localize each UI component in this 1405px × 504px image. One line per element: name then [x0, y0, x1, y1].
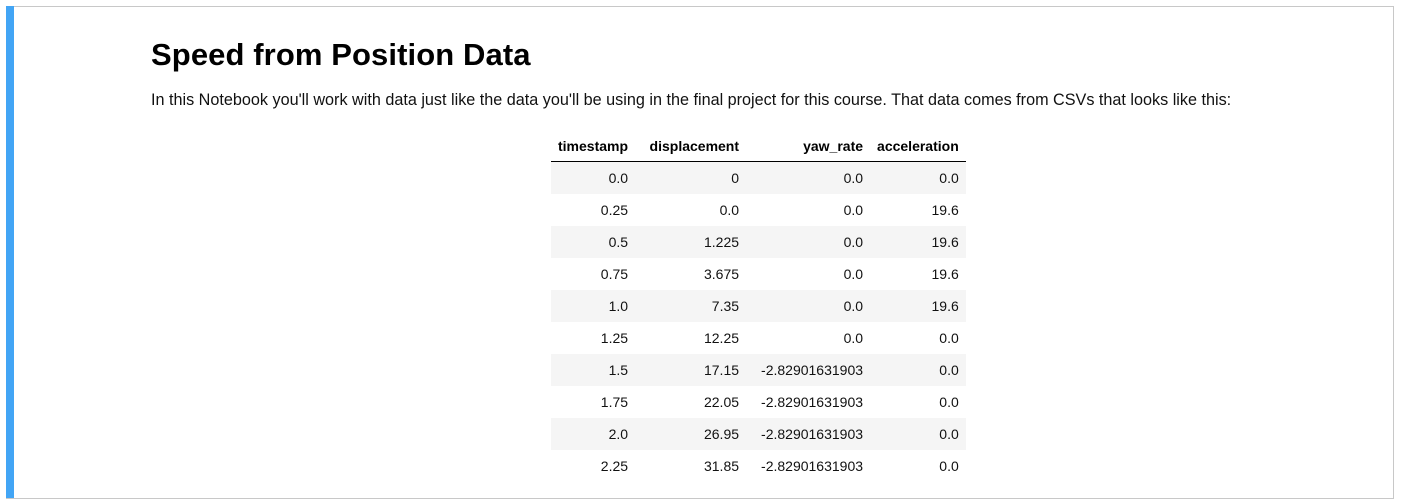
table-row: 0.75 3.675 0.0 19.6 — [551, 258, 966, 290]
column-header-timestamp: timestamp — [551, 130, 636, 162]
data-table: timestamp displacement yaw_rate accelera… — [551, 130, 966, 482]
cell-acceleration: 0.0 — [870, 161, 966, 194]
cell-displacement: 17.15 — [635, 354, 747, 386]
cell-yaw-rate: -2.82901631903 — [746, 418, 871, 450]
table-row: 2.0 26.95 -2.82901631903 0.0 — [551, 418, 966, 450]
cell-displacement: 3.675 — [703, 266, 740, 282]
table-row: 1.75 22.05 -2.82901631903 0.0 — [551, 386, 966, 418]
cell-acceleration: 0.0 — [870, 418, 966, 450]
cell-acceleration: 19.6 — [931, 266, 959, 282]
cell-yaw-rate: -2.82901631903 — [746, 354, 871, 386]
cell-acceleration: 19.6 — [870, 290, 966, 322]
cell-displacement: 0 — [635, 161, 747, 194]
cell-acceleration: 0.0 — [939, 394, 959, 410]
cell-yaw-rate: 0.0 — [746, 290, 871, 322]
cell-yaw-rate: 0.0 — [843, 202, 864, 218]
cell-yaw-rate: -2.82901631903 — [761, 458, 864, 474]
table-row: 0.5 1.225 0.0 19.6 — [551, 226, 966, 258]
cell-timestamp: 1.0 — [551, 290, 636, 322]
table-row: 0.25 0.0 0.0 19.6 — [551, 194, 966, 226]
cell-acceleration: 19.6 — [931, 202, 959, 218]
cell-displacement: 12.25 — [703, 330, 740, 346]
cell-timestamp: 2.0 — [551, 418, 636, 450]
cell-timestamp: 0.25 — [600, 202, 629, 218]
table-row: 2.25 31.85 -2.82901631903 0.0 — [551, 450, 966, 482]
cell-yaw-rate: 0.0 — [746, 226, 871, 258]
cell-timestamp: 1.5 — [551, 354, 636, 386]
cell-yaw-rate: -2.82901631903 — [761, 394, 864, 410]
table-row: 1.0 7.35 0.0 19.6 — [551, 290, 966, 322]
cell-yaw-rate: 0.0 — [843, 330, 864, 346]
table-row: 1.25 12.25 0.0 0.0 — [551, 322, 966, 354]
page-title: Speed from Position Data — [151, 37, 531, 72]
cell-timestamp: 0.0 — [551, 161, 636, 194]
cell-timestamp: 1.25 — [600, 330, 629, 346]
markdown-cell[interactable] — [6, 6, 1394, 499]
cell-timestamp: 0.5 — [551, 226, 636, 258]
column-header-displacement: displacement — [635, 130, 747, 162]
table-row: 0.0 0 0.0 0.0 — [551, 161, 966, 194]
intro-paragraph: In this Notebook you'll work with data j… — [151, 91, 1232, 109]
cell-displacement: 26.95 — [635, 418, 747, 450]
table-header-row: timestamp displacement yaw_rate accelera… — [551, 130, 966, 162]
cell-timestamp: 1.75 — [600, 394, 629, 410]
cell-acceleration: 0.0 — [939, 458, 959, 474]
column-header-yaw-rate: yaw_rate — [746, 130, 871, 162]
column-header-acceleration: acceleration — [870, 130, 966, 162]
cell-timestamp: 2.25 — [600, 458, 629, 474]
cell-yaw-rate: 0.0 — [746, 161, 871, 194]
cell-displacement: 22.05 — [703, 394, 740, 410]
table-row: 1.5 17.15 -2.82901631903 0.0 — [551, 354, 966, 386]
selected-cell-indicator — [6, 6, 14, 498]
cell-displacement: 31.85 — [703, 458, 740, 474]
cell-acceleration: 0.0 — [870, 354, 966, 386]
cell-acceleration: 19.6 — [870, 226, 966, 258]
cell-timestamp: 0.75 — [600, 266, 629, 282]
cell-yaw-rate: 0.0 — [843, 266, 864, 282]
cell-displacement: 0.0 — [719, 202, 740, 218]
cell-displacement: 7.35 — [635, 290, 747, 322]
cell-displacement: 1.225 — [635, 226, 747, 258]
cell-acceleration: 0.0 — [939, 330, 959, 346]
